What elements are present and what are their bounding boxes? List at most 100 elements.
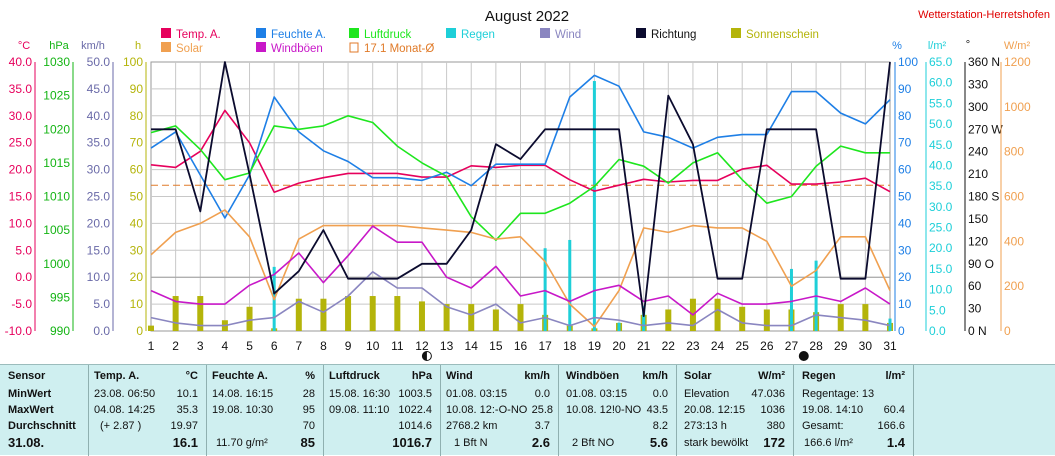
y-tick-label-sunshine_h: 40 <box>130 216 144 230</box>
y-tick-label-solar_wm2: 1000 <box>1004 100 1031 114</box>
min-value: 1003.5 <box>398 388 432 400</box>
x-tick-label: 16 <box>514 339 528 353</box>
y-tick-label-humidity_pct: 70 <box>898 136 912 150</box>
row-label-avg: Durchschnitt <box>8 420 76 432</box>
x-tick-label: 21 <box>637 339 651 353</box>
col-header: Sensor <box>8 370 46 382</box>
sunshine-bar <box>418 301 425 331</box>
total-value: 166.6 <box>877 420 905 432</box>
col-header: Temp. A. <box>94 370 140 382</box>
col-header: Regen <box>802 370 836 382</box>
x-tick-label: 26 <box>760 339 774 353</box>
x-tick-label: 3 <box>197 339 204 353</box>
y-tick-label-pressure_hpa: 1010 <box>43 190 70 204</box>
max-time: 10.08. 12:-O-NO <box>446 404 528 416</box>
y-tick-label-temp_c: -10.0 <box>5 324 33 338</box>
min-time: 01.08. 03:15 <box>446 388 508 400</box>
y-tick-label-temp_c: 40.0 <box>9 55 33 69</box>
rain-bar <box>568 239 572 331</box>
y-tick-label-sunshine_h: 80 <box>130 109 144 123</box>
row-label-max: MaxWert <box>8 404 54 416</box>
total-rain: 166.6 l/m² <box>804 437 853 449</box>
y-tick-label-sunshine_h: 0 <box>136 324 143 338</box>
legend-swatch <box>161 42 171 52</box>
sunshine-bar <box>763 309 770 331</box>
y-tick-label-rain_lm2: 50.0 <box>929 117 953 131</box>
legend-swatch <box>731 28 741 38</box>
legend-label: Wind <box>555 29 581 41</box>
y-tick-label-direction_deg: 270 W <box>968 122 1003 136</box>
y-tick-label-direction_deg: 120 <box>968 234 988 248</box>
max-value: 35.3 <box>176 404 198 416</box>
y-tick-label-humidity_pct: 0 <box>898 324 905 338</box>
y-tick-label-rain_lm2: 40.0 <box>929 158 953 172</box>
avg-value: 3.7 <box>534 420 550 432</box>
sunshine-bar <box>517 304 524 331</box>
y-tick-label-solar_wm2: 400 <box>1004 234 1024 248</box>
col-unit: km/h <box>524 370 550 382</box>
table-col-pressure: Luftdruck hPa 15.08. 16:30 1003.5 09.08.… <box>324 365 441 456</box>
table-col-humidity: Feuchte A. % 14.08. 16:15 28 19.08. 10:3… <box>207 365 324 456</box>
sunshine-bar <box>345 296 352 331</box>
y-tick-label-pressure_hpa: 1025 <box>43 89 70 103</box>
max-time: 10.08. 12!0-NO <box>566 404 642 416</box>
max-value: 43.5 <box>646 404 668 416</box>
sunshine-bar <box>394 296 401 331</box>
pressure-line <box>150 115 890 241</box>
direction-line <box>151 61 891 318</box>
col-unit: km/h <box>642 370 668 382</box>
y-tick-label-direction_deg: 0 N <box>968 324 987 338</box>
abs-humidity: 11.70 g/m² <box>216 437 268 449</box>
y-tick-label-rain_lm2: 55.0 <box>929 96 953 110</box>
legend-label: Feuchte A. <box>271 29 326 41</box>
max-value: 1036 <box>760 404 785 416</box>
y-tick-label-sunshine_h: 30 <box>130 243 144 257</box>
row-label-today: 31.08. <box>8 435 45 450</box>
y-tick-label-pressure_hpa: 995 <box>50 290 70 304</box>
sunshine-bar <box>246 306 253 331</box>
sunshine-bar <box>665 309 672 331</box>
today-value: 1016.7 <box>392 435 432 450</box>
avg-value: 1014.6 <box>398 420 432 432</box>
col-unit: °C <box>185 370 198 382</box>
max-time: 19.08. 10:30 <box>212 404 274 416</box>
gusts-line <box>150 225 891 316</box>
today-value: 16.1 <box>172 435 198 450</box>
x-tick-label: 18 <box>563 339 577 353</box>
y-tick-label-sunshine_h: 70 <box>130 136 144 150</box>
y-tick-label-direction_deg: 240 <box>968 145 988 159</box>
x-tick-label: 15 <box>489 339 503 353</box>
y-tick-label-wind_kmh: 45.0 <box>87 82 111 96</box>
y-tick-label-sunshine_h: 50 <box>130 190 144 204</box>
x-tick-label: 5 <box>246 339 253 353</box>
max-time: 09.08. 11:10 <box>329 404 390 416</box>
y-tick-label-direction_deg: 360 N <box>968 55 1000 69</box>
axis-unit-humidity: % <box>892 40 902 52</box>
rain-bar <box>789 268 793 331</box>
x-tick-label: 4 <box>222 339 229 353</box>
legend-label: Richtung <box>651 29 696 41</box>
min-time: 14.08. 16:15 <box>212 388 274 400</box>
x-tick-label: 23 <box>686 339 700 353</box>
min-value: 0.0 <box>652 388 668 400</box>
y-tick-label-direction_deg: 150 <box>968 212 988 226</box>
legend-swatch <box>349 28 359 38</box>
table-col-temp: Temp. A. °C 23.08. 06:50 10.1 04.08. 14:… <box>89 365 207 456</box>
y-tick-label-solar_wm2: 1200 <box>1004 55 1031 69</box>
y-tick-label-wind_kmh: 25.0 <box>87 190 111 204</box>
y-tick-label-solar_wm2: 0 <box>1004 324 1011 338</box>
legend-swatch <box>349 42 359 53</box>
y-tick-label-sunshine_h: 10 <box>130 297 144 311</box>
y-tick-label-temp_c: -5.0 <box>11 297 32 311</box>
y-tick-label-rain_lm2: 60.0 <box>929 76 953 90</box>
max-value: 60.4 <box>883 404 905 416</box>
x-tick-label: 13 <box>440 339 454 353</box>
x-tick-label: 7 <box>295 339 302 353</box>
sunshine-bar <box>443 304 450 331</box>
y-tick-label-rain_lm2: 5.0 <box>929 303 946 317</box>
y-tick-label-pressure_hpa: 1020 <box>43 122 70 136</box>
y-tick-label-rain_lm2: 30.0 <box>929 200 953 214</box>
legend-swatch <box>540 28 550 38</box>
col-header: Feuchte A. <box>212 370 268 382</box>
legend-swatch <box>161 28 171 38</box>
